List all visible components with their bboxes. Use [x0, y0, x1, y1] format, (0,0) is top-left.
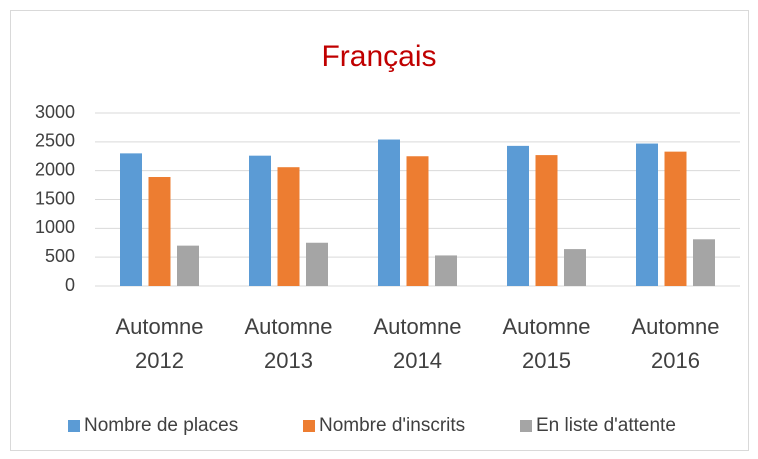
- bar: [120, 153, 142, 286]
- bar: [378, 139, 400, 286]
- bar: [664, 151, 687, 286]
- bar: [693, 239, 715, 286]
- bar: [306, 242, 328, 286]
- legend-swatch: [303, 420, 315, 432]
- bar: [177, 245, 199, 286]
- y-tick-label: 1500: [35, 188, 75, 208]
- legend-label: Nombre d'inscrits: [319, 415, 465, 436]
- bar: [406, 156, 429, 286]
- bar: [507, 145, 529, 286]
- legend-swatch: [520, 420, 532, 432]
- bar: [435, 255, 457, 286]
- chart-title: Français: [321, 40, 436, 73]
- x-tick-label: Automne 2014: [373, 314, 462, 373]
- x-tick-label: Automne 2016: [631, 314, 720, 373]
- legend-label: Nombre de places: [84, 415, 238, 436]
- bar: [564, 249, 586, 286]
- legend-swatch: [68, 420, 80, 432]
- y-tick-label: 2000: [35, 159, 75, 179]
- bar: [277, 167, 300, 286]
- y-tick-label: 2500: [35, 131, 75, 151]
- bar: [249, 155, 271, 286]
- y-tick-label: 1000: [35, 217, 75, 237]
- y-tick-label: 3000: [35, 102, 75, 122]
- y-tick-label: 0: [65, 275, 75, 295]
- x-tick-label: Automne 2015: [502, 314, 591, 373]
- bar: [535, 155, 558, 286]
- legend-label: En liste d'attente: [536, 415, 676, 436]
- y-tick-label: 500: [45, 246, 75, 266]
- bar: [148, 177, 171, 286]
- x-tick-label: Automne 2013: [244, 314, 333, 373]
- x-tick-label: Automne 2012: [115, 314, 204, 373]
- bar: [636, 143, 658, 286]
